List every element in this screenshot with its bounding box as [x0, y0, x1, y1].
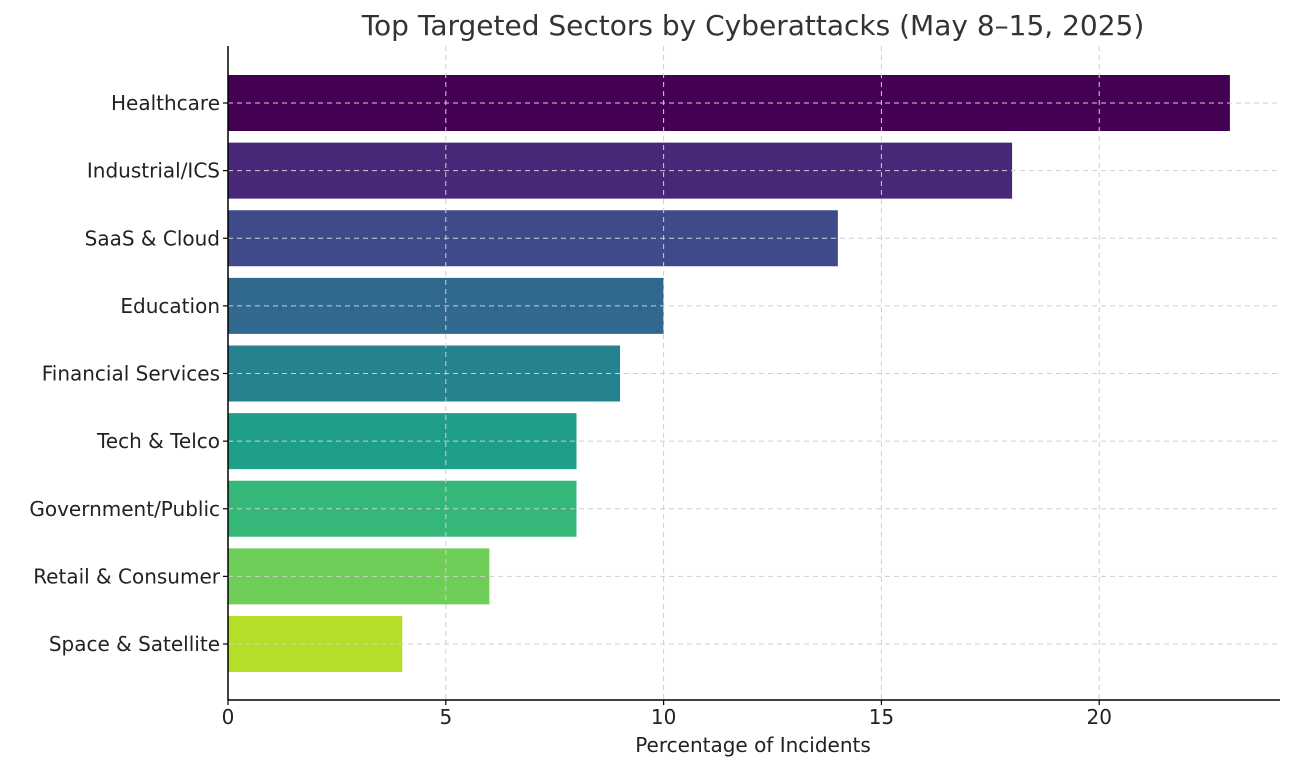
bar-healthcare	[228, 75, 1230, 131]
x-tick-label: 20	[1086, 705, 1111, 729]
y-tick-label: SaaS & Cloud	[85, 226, 220, 250]
bars-layer	[228, 75, 1230, 672]
x-tick-label: 10	[651, 705, 676, 729]
y-tick-label: Industrial/ICS	[87, 159, 220, 183]
y-tick-label: Education	[120, 294, 220, 318]
axes-layer	[223, 46, 1280, 705]
chart-title: Top Targeted Sectors by Cyberattacks (Ma…	[361, 9, 1145, 42]
y-tick-label: Tech & Telco	[96, 429, 220, 453]
y-tick-label: Financial Services	[42, 362, 220, 386]
y-tick-label: Retail & Consumer	[33, 564, 221, 588]
x-tick-label: 15	[869, 705, 894, 729]
y-tick-label: Space & Satellite	[49, 632, 220, 656]
labels-layer: Healthcare Industrial/ICS SaaS & Cloud Educ…	[29, 91, 1112, 729]
x-tick-label: 0	[222, 705, 235, 729]
x-tick-label: 5	[439, 705, 452, 729]
x-axis-label: Percentage of Incidents	[635, 733, 871, 757]
y-tick-label: Healthcare	[111, 91, 220, 115]
y-tick-label: Government/Public	[29, 497, 220, 521]
